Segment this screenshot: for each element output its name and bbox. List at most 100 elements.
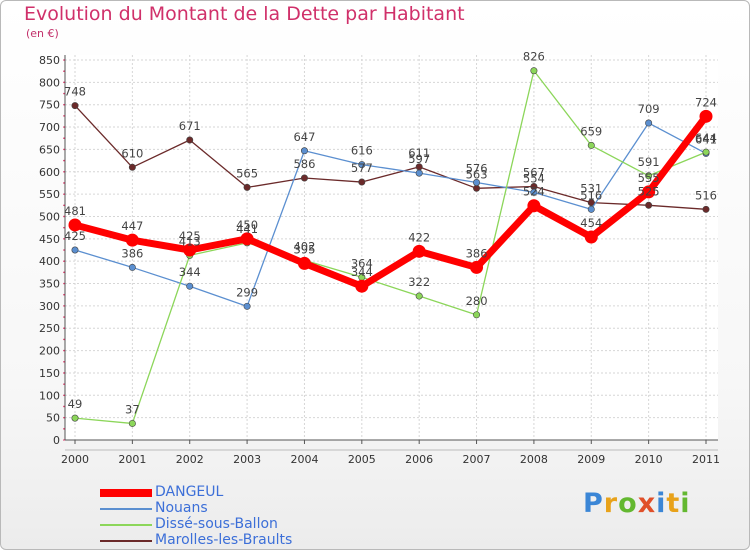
y-tick-label: 650	[39, 143, 60, 156]
series-line-marolles-les-braults	[74, 104, 707, 210]
data-point	[128, 263, 136, 271]
data-label: 565	[236, 166, 258, 180]
y-tick-label: 800	[39, 76, 60, 89]
y-minor-tick	[63, 416, 65, 419]
data-point	[415, 292, 423, 300]
data-label: 524	[523, 185, 545, 199]
data-point	[240, 232, 254, 246]
data-label: 441	[236, 222, 258, 236]
data-point	[358, 161, 366, 169]
data-point	[587, 141, 595, 149]
data-label: 531	[580, 182, 602, 196]
data-point	[300, 174, 308, 182]
data-point	[587, 199, 595, 207]
y-minor-tick	[63, 204, 65, 207]
y-minor-tick	[63, 305, 65, 307]
x-tick-label: 2006	[405, 453, 433, 466]
data-label: 563	[466, 167, 488, 181]
data-label: 481	[64, 204, 86, 218]
brand-letter: x	[637, 488, 657, 519]
data-point	[473, 178, 481, 186]
data-point	[71, 246, 79, 254]
y-tick-label: 750	[39, 99, 60, 112]
data-label: 364	[351, 256, 373, 270]
data-label: 597	[408, 152, 430, 166]
data-label: 586	[293, 157, 315, 171]
data-point	[183, 243, 197, 257]
brand-letter: r	[603, 488, 619, 519]
y-minor-tick	[63, 428, 65, 430]
data-point	[473, 184, 481, 192]
legend-swatch	[100, 524, 152, 526]
data-point	[71, 414, 79, 422]
data-point	[186, 136, 194, 144]
y-minor-tick	[63, 193, 65, 195]
data-label: 425	[179, 229, 201, 243]
y-tick-label: 700	[39, 121, 60, 134]
y-tick-label: 50	[46, 412, 60, 425]
legend-swatch	[100, 540, 152, 542]
x-tick-label: 2002	[176, 453, 204, 466]
data-point	[473, 311, 481, 319]
data-point	[645, 172, 653, 180]
x-tick-label: 2011	[692, 453, 720, 466]
x-tick-label: 2007	[463, 453, 491, 466]
legend-label: Nouans	[155, 500, 208, 516]
x-tick-label: 2003	[233, 453, 261, 466]
y-minor-tick	[63, 327, 65, 330]
brand-letter: P	[583, 488, 604, 519]
y-minor-tick	[63, 338, 65, 341]
data-point	[530, 67, 538, 75]
legend-swatch	[100, 489, 152, 497]
data-label: 422	[408, 230, 430, 244]
data-point	[186, 282, 194, 290]
data-label: 554	[523, 171, 545, 185]
data-label: 322	[408, 275, 430, 289]
y-minor-tick	[63, 405, 65, 408]
data-label: 709	[638, 102, 660, 116]
data-point	[128, 163, 136, 171]
data-label: 591	[638, 155, 660, 169]
data-label: 413	[179, 234, 201, 248]
y-minor-tick	[63, 282, 65, 285]
data-label: 37	[125, 402, 140, 416]
data-label: 567	[523, 166, 545, 180]
data-label: 386	[121, 246, 143, 260]
y-minor-tick	[63, 316, 65, 318]
data-label: 616	[351, 144, 373, 158]
data-label: 826	[523, 50, 545, 64]
y-minor-tick	[63, 249, 65, 251]
y-minor-tick	[63, 115, 65, 117]
x-tick-label: 2004	[290, 453, 318, 466]
data-label: 454	[580, 216, 602, 230]
y-tick-label: 0	[53, 434, 60, 447]
brand-logo: Proxiti	[583, 488, 691, 519]
data-point	[702, 205, 710, 213]
data-point	[125, 233, 139, 247]
data-label: 299	[236, 285, 258, 299]
data-label: 450	[236, 218, 258, 232]
y-minor-tick	[63, 260, 65, 262]
brand-letter: i	[680, 488, 691, 519]
y-minor-tick	[63, 439, 65, 441]
data-point	[642, 185, 656, 199]
y-minor-tick	[63, 215, 65, 218]
y-minor-tick	[63, 170, 65, 173]
data-label: 395	[293, 242, 315, 256]
y-tick-label: 500	[39, 210, 60, 223]
data-label: 49	[68, 397, 83, 411]
y-tick-label: 200	[39, 345, 60, 358]
data-label: 344	[179, 265, 201, 279]
data-point	[527, 199, 541, 213]
data-point	[415, 169, 423, 177]
legend-swatch	[100, 508, 152, 510]
data-label: 386	[466, 246, 488, 260]
y-minor-tick	[63, 137, 65, 140]
chart-title: Evolution du Montant de la Dette par Hab…	[24, 3, 465, 25]
data-label: 516	[695, 188, 717, 202]
x-tick-label: 2000	[61, 453, 89, 466]
data-label: 641	[695, 132, 717, 146]
y-tick-label: 300	[39, 300, 60, 313]
data-point	[297, 256, 311, 270]
y-tick-label: 850	[39, 54, 60, 67]
